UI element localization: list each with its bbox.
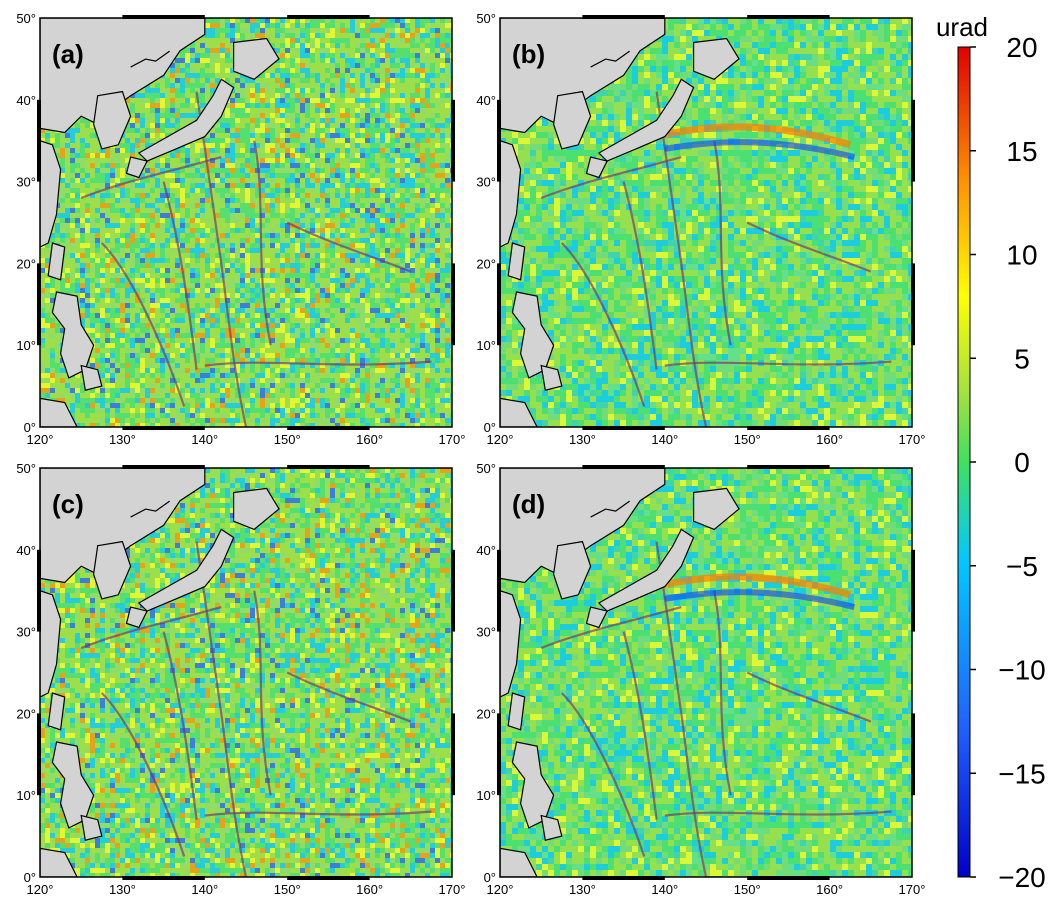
lon-tick-label: 170° xyxy=(899,882,926,897)
lon-tick-label: 150° xyxy=(274,882,301,897)
panel-label: (d) xyxy=(512,489,545,519)
lon-tick-label: 170° xyxy=(439,882,466,897)
seafloor-features xyxy=(80,91,432,427)
frame-ticks xyxy=(37,15,455,430)
lat-tick-label: 50° xyxy=(476,461,496,476)
lon-tick-label: 130° xyxy=(569,882,596,897)
seafloor-features xyxy=(80,541,432,877)
colorbar-unit: urad xyxy=(936,12,988,42)
colorbar-tick-label: 15 xyxy=(1006,136,1037,167)
colorbar-tick-label: 5 xyxy=(1014,343,1030,374)
lon-tick-label: 140° xyxy=(651,882,678,897)
lat-tick-label: 20° xyxy=(476,706,496,721)
seafloor-features xyxy=(540,541,892,877)
lon-tick-label: 160° xyxy=(356,432,383,447)
colorbar-tick-label: 0 xyxy=(1014,447,1030,478)
lat-tick-label: 20° xyxy=(16,256,36,271)
map-panel: (a) 120° 130° 140° 150° 160° 170° 0° 10° 20° 30° 40… xyxy=(16,11,465,447)
lon-tick-label: 170° xyxy=(899,432,926,447)
map-frame xyxy=(39,17,453,428)
lat-tick-label: 10° xyxy=(16,788,36,803)
map-frame xyxy=(499,17,913,428)
map-field xyxy=(40,468,452,877)
map-panel: (b) 120° 130° 140° 150° 160° 170° 0° 10° 20° 30° 40… xyxy=(476,11,925,447)
map-panel: (c) 120° 130° 140° 150° 160° 170° 0° 10° 20° 30° 40… xyxy=(16,461,465,897)
lon-tick-label: 120° xyxy=(27,432,54,447)
panel-label: (c) xyxy=(52,489,84,519)
colorbar-tick-label: −10 xyxy=(998,655,1046,686)
lon-tick-label: 130° xyxy=(109,432,136,447)
lat-tick-label: 20° xyxy=(476,256,496,271)
lat-tick-label: 10° xyxy=(476,788,496,803)
lat-tick-label: 0° xyxy=(24,420,36,435)
lon-tick-label: 140° xyxy=(651,432,678,447)
lon-tick-label: 170° xyxy=(439,432,466,447)
lon-tick-label: 120° xyxy=(27,882,54,897)
lat-tick-label: 30° xyxy=(476,625,496,640)
lat-tick-label: 40° xyxy=(16,93,36,108)
landmass xyxy=(40,468,280,877)
map-frame xyxy=(39,467,453,878)
map-field xyxy=(500,468,912,877)
lat-tick-label: 0° xyxy=(484,870,496,885)
lat-tick-label: 40° xyxy=(16,543,36,558)
seafloor-features xyxy=(540,91,892,427)
lat-tick-label: 20° xyxy=(16,706,36,721)
lon-tick-label: 140° xyxy=(191,882,218,897)
kuroshio-anomaly xyxy=(655,573,856,610)
colorbar-scale xyxy=(957,46,971,878)
lat-tick-label: 40° xyxy=(476,543,496,558)
lon-tick-label: 130° xyxy=(109,882,136,897)
lat-tick-label: 10° xyxy=(476,338,496,353)
landmass xyxy=(500,468,740,877)
lat-tick-label: 30° xyxy=(16,625,36,640)
lat-tick-label: 50° xyxy=(16,461,36,476)
colorbar: urad 20 15 10 5 0 −5 −10 −15 −20 xyxy=(936,12,1046,893)
lat-tick-label: 0° xyxy=(484,420,496,435)
lon-tick-label: 160° xyxy=(816,882,843,897)
river-line xyxy=(590,50,630,68)
map-field xyxy=(500,18,912,427)
deflection-field xyxy=(500,18,912,427)
lat-tick-label: 40° xyxy=(476,93,496,108)
landmass xyxy=(500,18,740,427)
lon-tick-label: 140° xyxy=(191,432,218,447)
lon-tick-label: 150° xyxy=(734,882,761,897)
landmass xyxy=(40,18,280,427)
river-line xyxy=(590,500,630,518)
colorbar-tick-label: −5 xyxy=(1006,551,1038,582)
frame-ticks xyxy=(37,465,455,880)
lat-tick-label: 30° xyxy=(16,175,36,190)
kuroshio-anomaly xyxy=(655,123,856,160)
lon-tick-label: 130° xyxy=(569,432,596,447)
lon-tick-label: 160° xyxy=(816,432,843,447)
frame-ticks xyxy=(497,15,915,430)
lon-tick-label: 120° xyxy=(487,882,514,897)
river-line xyxy=(130,50,170,68)
panel-label: (b) xyxy=(512,39,545,69)
map-frame xyxy=(499,467,913,878)
frame-ticks xyxy=(497,465,915,880)
lat-tick-label: 30° xyxy=(476,175,496,190)
lon-tick-label: 150° xyxy=(734,432,761,447)
colorbar-tick-label: 20 xyxy=(1006,32,1037,63)
colorbar-tick-label: −15 xyxy=(998,758,1046,789)
lon-tick-label: 150° xyxy=(274,432,301,447)
map-field xyxy=(40,18,452,427)
colorbar-tick-label: −20 xyxy=(998,862,1046,893)
panels-layer: (a) 120° 130° 140° 150° 160° 170° 0° 10° 20° 30° 40… xyxy=(16,11,925,897)
colorbar-tick-label: 10 xyxy=(1006,240,1037,271)
map-panel: (d) 120° 130° 140° 150° 160° 170° 0° 10° 20° 30° 40… xyxy=(476,461,925,897)
lon-tick-label: 160° xyxy=(356,882,383,897)
panel-label: (a) xyxy=(52,39,84,69)
colorbar-ticks: 20 15 10 5 0 −5 −10 −15 −20 xyxy=(970,32,1046,893)
lat-tick-label: 0° xyxy=(24,870,36,885)
lat-tick-label: 10° xyxy=(16,338,36,353)
lat-tick-label: 50° xyxy=(16,11,36,26)
lon-tick-label: 120° xyxy=(487,432,514,447)
river-line xyxy=(130,500,170,518)
lat-tick-label: 50° xyxy=(476,11,496,26)
